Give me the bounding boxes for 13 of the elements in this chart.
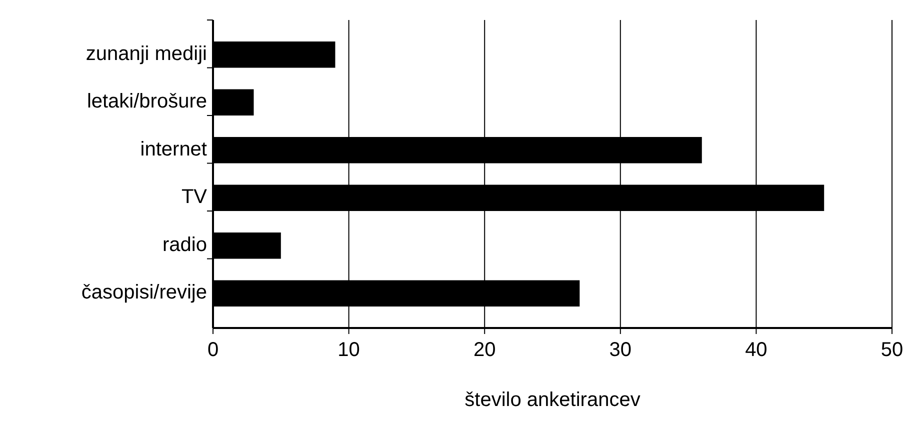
y-tick-label: radio <box>162 234 207 256</box>
x-axis-title: število anketirancev <box>464 389 640 411</box>
x-tick-label: 0 <box>207 339 219 361</box>
y-tick-label: letaki/brošure <box>86 90 207 113</box>
y-tick-label: internet <box>140 138 208 160</box>
y-tick-label: zunanji mediji <box>86 42 207 65</box>
x-tick-label: 40 <box>745 339 768 361</box>
y-tick-label: TV <box>181 186 208 208</box>
y-tick-label: časopisi/revije <box>81 282 207 304</box>
x-tick-label: 50 <box>880 339 904 361</box>
x-tick-label: 30 <box>609 339 632 361</box>
x-tick-label: 10 <box>338 339 360 361</box>
x-tick-label: 20 <box>473 339 496 361</box>
